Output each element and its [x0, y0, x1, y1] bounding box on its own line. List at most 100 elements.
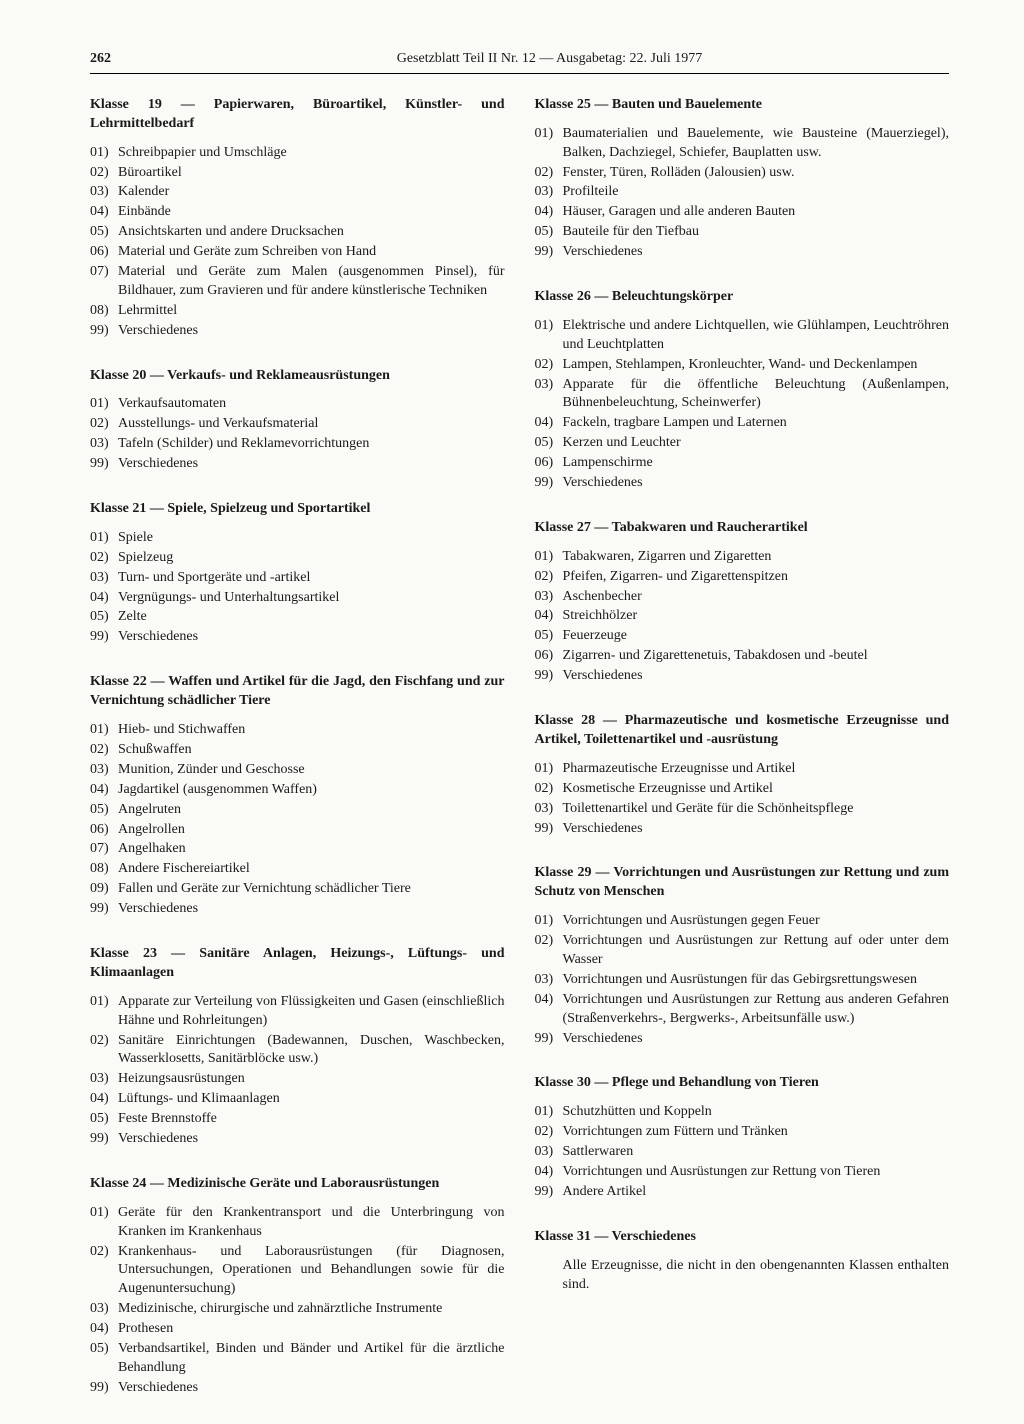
item-text: Schußwaffen: [118, 741, 505, 760]
item-text: Apparate zur Verteilung von Flüssigkeite…: [118, 993, 505, 1031]
item-number: 02): [90, 164, 118, 183]
item-text: Angelruten: [118, 801, 505, 820]
item-number: 03): [535, 183, 563, 202]
item-text: Lampenschirme: [563, 454, 950, 473]
item-text: Lampen, Stehlampen, Kronleuchter, Wand- …: [563, 356, 950, 375]
list-item: 99)Verschiedenes: [90, 628, 505, 647]
list-item: 02)Kosmetische Erzeugnisse und Artikel: [535, 780, 950, 799]
list-item: 02)Sanitäre Einrichtungen (Badewannen, D…: [90, 1032, 505, 1070]
list-item: 04)Vorrichtungen und Ausrüstungen zur Re…: [535, 1163, 950, 1182]
item-number: 03): [90, 761, 118, 780]
item-number: 01): [535, 125, 563, 163]
item-text: Streichhölzer: [563, 607, 950, 626]
item-number: 04): [90, 589, 118, 608]
item-number: 06): [535, 454, 563, 473]
item-text: Zigarren- und Zigarettenetuis, Tabakdose…: [563, 647, 950, 666]
item-text: Ausstellungs- und Verkaufsmaterial: [118, 415, 505, 434]
item-text: Büroartikel: [118, 164, 505, 183]
item-text: Sattlerwaren: [563, 1143, 950, 1162]
item-number: 03): [90, 1070, 118, 1089]
list-item: 06)Lampenschirme: [535, 454, 950, 473]
item-text: Vergnügungs- und Unterhaltungsartikel: [118, 589, 505, 608]
item-number: 03): [90, 435, 118, 454]
list-item: 99)Verschiedenes: [535, 1030, 950, 1049]
list-item: 02)Pfeifen, Zigarren- und Zigarettenspit…: [535, 568, 950, 587]
list-item: 99)Verschiedenes: [535, 474, 950, 493]
list-item: 03)Munition, Zünder und Geschosse: [90, 761, 505, 780]
list-item: 04)Vergnügungs- und Unterhaltungsartikel: [90, 589, 505, 608]
item-number: 01): [535, 912, 563, 931]
content-columns: Klasse 19 — Papierwaren, Büroartikel, Kü…: [90, 96, 949, 1424]
item-text: Kalender: [118, 183, 505, 202]
item-text: Elektrische und andere Lichtquellen, wie…: [563, 317, 950, 355]
item-text: Spiele: [118, 529, 505, 548]
list-item: 99)Andere Artikel: [535, 1183, 950, 1202]
item-number: 99): [535, 820, 563, 839]
list-item: 02)Spielzeug: [90, 549, 505, 568]
list-item: 01)Schreibpapier und Umschläge: [90, 144, 505, 163]
item-text: Tabakwaren, Zigarren und Zigaretten: [563, 548, 950, 567]
item-number: 99): [90, 900, 118, 919]
klasse-section: Klasse 24 — Medizinische Geräte und Labo…: [90, 1175, 505, 1398]
item-text: Turn- und Sportgeräte und -artikel: [118, 569, 505, 588]
item-text: Baumaterialien und Bauelemente, wie Baus…: [563, 125, 950, 163]
item-text: Ansichtskarten und andere Drucksachen: [118, 223, 505, 242]
item-text: Verschiedenes: [118, 1130, 505, 1149]
item-number: 02): [90, 549, 118, 568]
list-item: 03)Sattlerwaren: [535, 1143, 950, 1162]
item-text: Zelte: [118, 608, 505, 627]
item-text: Medizinische, chirurgische und zahnärztl…: [118, 1300, 505, 1319]
list-item: 99)Verschiedenes: [90, 1130, 505, 1149]
list-item: 01)Apparate zur Verteilung von Flüssigke…: [90, 993, 505, 1031]
item-text: Apparate für die öffentliche Beleuchtung…: [563, 376, 950, 414]
item-text: Vorrichtungen und Ausrüstungen zur Rettu…: [563, 932, 950, 970]
item-number: 02): [90, 1032, 118, 1070]
klasse-section: Klasse 19 — Papierwaren, Büroartikel, Kü…: [90, 96, 505, 341]
klasse-section: Klasse 25 — Bauten und Bauelemente01)Bau…: [535, 96, 950, 262]
item-number: 07): [90, 840, 118, 859]
klasse-title: Klasse 27 — Tabakwaren und Raucherartike…: [535, 519, 950, 538]
klasse-section: Klasse 31 — VerschiedenesAlle Erzeugniss…: [535, 1228, 950, 1295]
list-item: 03)Vorrichtungen und Ausrüstungen für da…: [535, 971, 950, 990]
item-text: Sanitäre Einrichtungen (Badewannen, Dusc…: [118, 1032, 505, 1070]
item-text: Andere Artikel: [563, 1183, 950, 1202]
list-item: 99)Verschiedenes: [535, 243, 950, 262]
item-number: 09): [90, 880, 118, 899]
klasse-section: Klasse 23 — Sanitäre Anlagen, Heizungs-,…: [90, 945, 505, 1149]
item-text: Feuerzeuge: [563, 627, 950, 646]
item-number: 01): [90, 993, 118, 1031]
page-number: 262: [90, 50, 150, 69]
item-text: Andere Fischereiartikel: [118, 860, 505, 879]
item-text: Material und Geräte zum Malen (ausgenomm…: [118, 263, 505, 301]
item-text: Material und Geräte zum Schreiben von Ha…: [118, 243, 505, 262]
item-number: 01): [535, 1103, 563, 1122]
klasse-title: Klasse 20 — Verkaufs- und Reklameausrüst…: [90, 367, 505, 386]
list-item: 07)Angelhaken: [90, 840, 505, 859]
list-item: 04)Prothesen: [90, 1320, 505, 1339]
klasse-section: Klasse 30 — Pflege und Behandlung von Ti…: [535, 1074, 950, 1201]
item-number: 03): [535, 1143, 563, 1162]
list-item: 04)Häuser, Garagen und alle anderen Baut…: [535, 203, 950, 222]
item-number: 01): [535, 317, 563, 355]
list-item: 03)Turn- und Sportgeräte und -artikel: [90, 569, 505, 588]
klasse-title: Klasse 31 — Verschiedenes: [535, 1228, 950, 1247]
item-number: 04): [535, 607, 563, 626]
item-text: Vorrichtungen und Ausrüstungen zur Rettu…: [563, 991, 950, 1029]
item-text: Vorrichtungen und Ausrüstungen gegen Feu…: [563, 912, 950, 931]
item-number: 05): [90, 801, 118, 820]
list-item: 01)Geräte für den Krankentransport und d…: [90, 1204, 505, 1242]
list-item: 06)Angelrollen: [90, 821, 505, 840]
list-item: 04)Einbände: [90, 203, 505, 222]
item-text: Verschiedenes: [563, 820, 950, 839]
header-title: Gesetzblatt Teil II Nr. 12 — Ausgabetag:…: [150, 50, 949, 69]
list-item: 02)Büroartikel: [90, 164, 505, 183]
list-item: 04)Vorrichtungen und Ausrüstungen zur Re…: [535, 991, 950, 1029]
item-text: Lüftungs- und Klimaanlagen: [118, 1090, 505, 1109]
item-number: 99): [90, 628, 118, 647]
item-number: 01): [90, 1204, 118, 1242]
klasse-section: Klasse 22 — Waffen und Artikel für die J…: [90, 673, 505, 919]
item-text: Angelhaken: [118, 840, 505, 859]
item-number: 02): [90, 1243, 118, 1300]
list-item: 99)Verschiedenes: [535, 820, 950, 839]
klasse-title: Klasse 24 — Medizinische Geräte und Labo…: [90, 1175, 505, 1194]
